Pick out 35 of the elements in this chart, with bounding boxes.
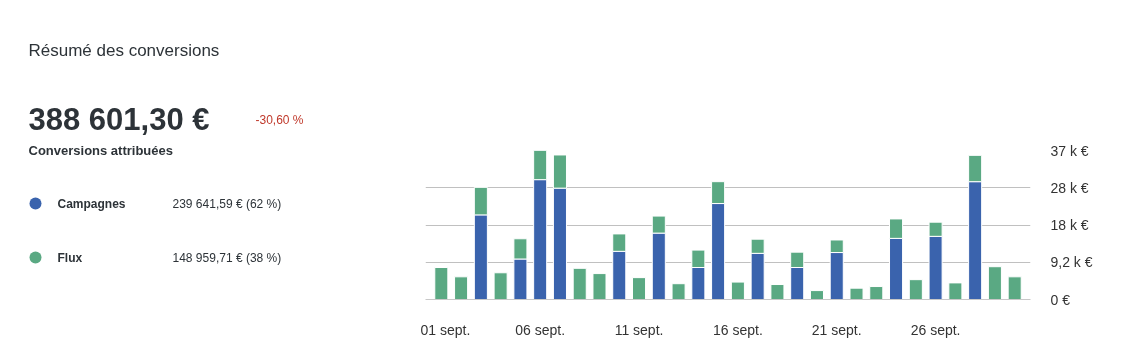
bar xyxy=(493,272,508,300)
x-tick-label: 16 sept. xyxy=(712,321,763,338)
bar xyxy=(987,266,1002,300)
x-tick-label: 26 sept. xyxy=(910,321,961,338)
y-tick-label: 37 k € xyxy=(1050,142,1089,159)
y-tick-label: 28 k € xyxy=(1050,179,1089,196)
y-tick-label: 9,2 k € xyxy=(1050,254,1093,271)
bar xyxy=(948,282,963,300)
bar xyxy=(770,284,785,300)
text: Conversions attribuées xyxy=(28,143,173,158)
y-tick-label: 18 k € xyxy=(1050,217,1089,233)
bar xyxy=(809,290,824,300)
bar xyxy=(572,267,587,300)
y-tick-label: 0 € xyxy=(1050,291,1071,308)
text: 148 959,71 € (38 %) xyxy=(172,250,282,265)
legend-label: Flux xyxy=(57,250,83,265)
bar xyxy=(730,281,745,300)
text: 239 641,59 € (62 %) xyxy=(172,196,282,211)
text: 388 601,30 € xyxy=(28,102,210,137)
bar xyxy=(908,279,923,300)
x-tick-label: 06 sept. xyxy=(515,321,566,338)
x-tick-label: 01 sept. xyxy=(420,321,471,338)
bar xyxy=(849,287,864,300)
x-tick-label: 21 sept. xyxy=(811,321,862,338)
bar xyxy=(454,276,469,300)
bar xyxy=(671,283,686,300)
bar xyxy=(592,273,607,300)
bar xyxy=(1007,276,1022,300)
x-tick-label: 11 sept. xyxy=(614,321,664,338)
legend-label: Campagnes xyxy=(57,196,126,211)
bar xyxy=(632,277,647,300)
bar xyxy=(434,267,449,300)
text: Résumé des conversions xyxy=(28,41,220,60)
text: -30,60 % xyxy=(255,112,304,127)
bar xyxy=(869,286,884,300)
